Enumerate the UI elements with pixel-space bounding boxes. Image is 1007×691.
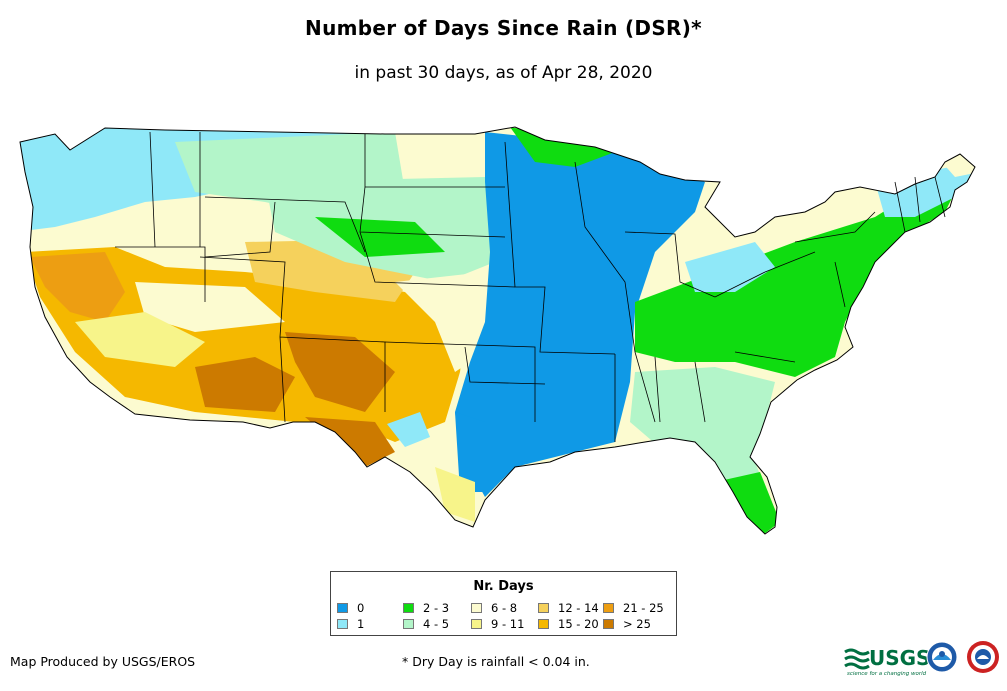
legend-swatch xyxy=(337,619,348,629)
legend-item-5: 9 - 11 xyxy=(471,618,524,632)
legend-swatch xyxy=(471,619,482,629)
legend-item-2: 2 - 3 xyxy=(403,602,449,616)
legend-item-0: 0 xyxy=(337,602,364,616)
legend-swatch xyxy=(337,603,348,613)
map-credit: Map Produced by USGS/EROS xyxy=(10,654,196,669)
legend-label: 12 - 14 xyxy=(558,601,599,615)
legend-swatch xyxy=(603,619,614,629)
legend-item-1: 1 xyxy=(337,618,364,632)
dry-day-footnote: * Dry Day is rainfall < 0.04 in. xyxy=(402,654,590,669)
legend-swatch xyxy=(403,619,414,629)
noaa-logo-icon xyxy=(926,641,958,673)
legend-label: 2 - 3 xyxy=(423,601,450,615)
legend-label: 4 - 5 xyxy=(423,617,450,631)
legend-label: > 25 xyxy=(623,617,651,631)
legend-item-8: 21 - 25 xyxy=(603,602,664,616)
legend-item-4: 6 - 8 xyxy=(471,602,517,616)
legend-item-6: 12 - 14 xyxy=(538,602,599,616)
legend-label: 1 xyxy=(357,617,365,631)
us-days-since-rain-map xyxy=(19,126,976,535)
svg-text:USGS: USGS xyxy=(869,646,930,670)
national-weather-service-logo-icon xyxy=(967,641,999,673)
legend-item-7: 15 - 20 xyxy=(538,618,599,632)
legend-swatch xyxy=(603,603,614,613)
agency-logos: USGS science for a changing world xyxy=(844,641,999,677)
legend-label: 21 - 25 xyxy=(623,601,664,615)
legend: Nr. Days 0 1 2 - 3 4 - 5 6 - 8 9 - 11 12… xyxy=(330,571,677,636)
map-subtitle: in past 30 days, as of Apr 28, 2020 xyxy=(354,63,653,83)
legend-swatch xyxy=(471,603,482,613)
usgs-logo-icon: USGS science for a changing world xyxy=(844,646,930,677)
legend-label: 6 - 8 xyxy=(491,601,518,615)
svg-text:science for a changing world: science for a changing world xyxy=(847,671,927,677)
legend-swatch xyxy=(403,603,414,613)
legend-label: 15 - 20 xyxy=(558,617,599,631)
legend-label: 9 - 11 xyxy=(491,617,525,631)
legend-label: 0 xyxy=(357,601,365,615)
legend-item-9: > 25 xyxy=(603,618,651,632)
legend-swatch xyxy=(538,603,549,613)
map-title: Number of Days Since Rain (DSR)* xyxy=(305,16,702,40)
legend-title: Nr. Days xyxy=(473,579,534,594)
legend-item-3: 4 - 5 xyxy=(403,618,449,632)
legend-swatch xyxy=(538,619,549,629)
